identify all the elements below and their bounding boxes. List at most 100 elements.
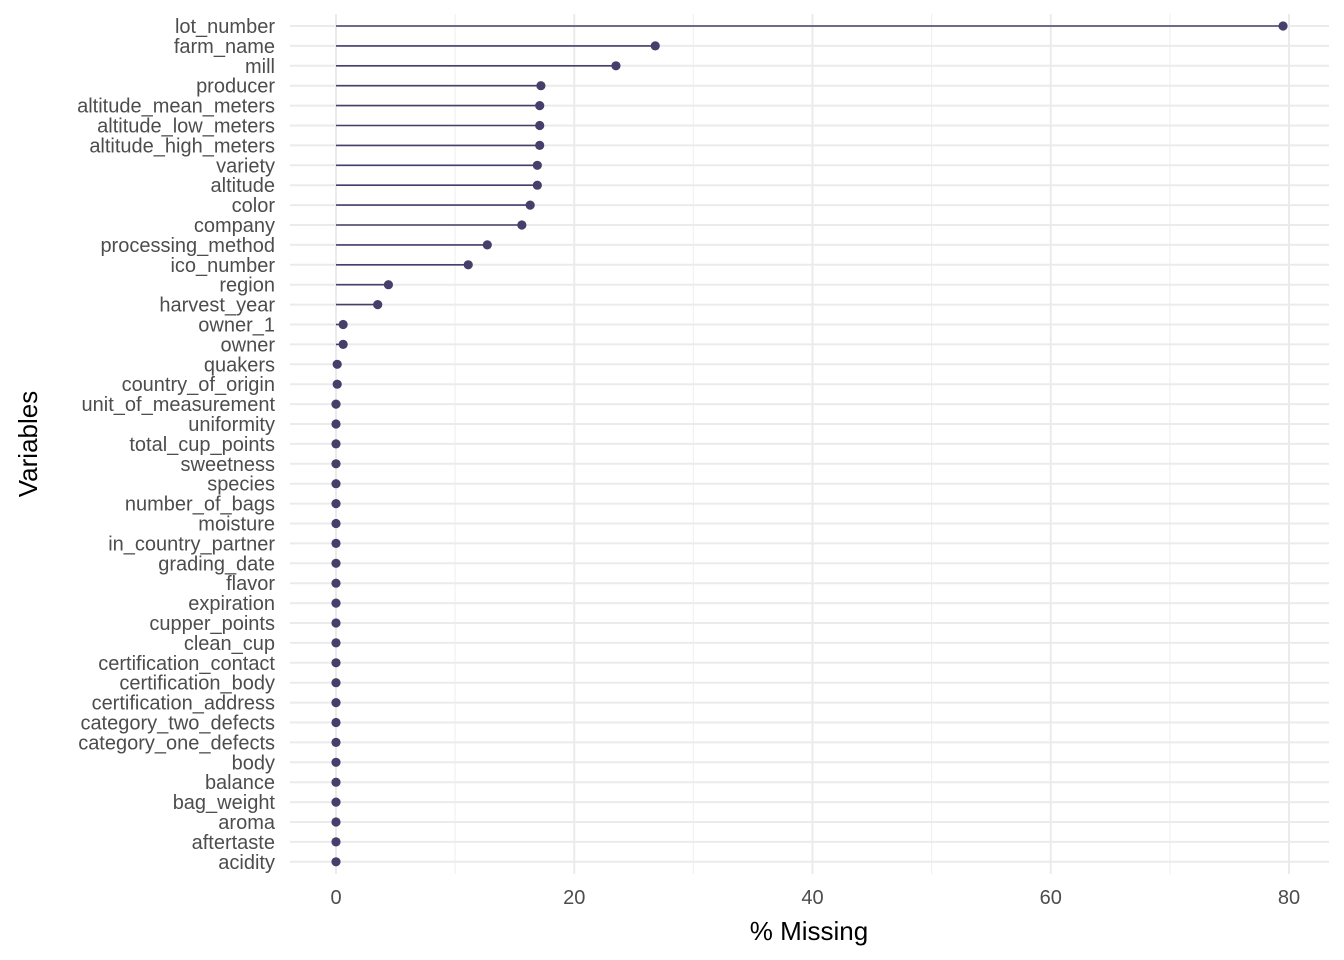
y-tick-label: bag_weight [173, 792, 276, 814]
lollipop-point [331, 419, 341, 429]
lollipop-point [332, 379, 342, 389]
lollipop-point [338, 339, 348, 349]
lollipop-point [331, 638, 341, 648]
lollipop-aroma [331, 817, 341, 827]
lollipop-point [331, 538, 341, 549]
lollipop-point [331, 698, 341, 708]
y-tick-label: harvest_year [159, 295, 275, 317]
lollipop-region [336, 280, 394, 290]
lollipop-color [336, 200, 535, 210]
y-tick-label: sweetness [181, 454, 276, 476]
lollipop-point [535, 101, 545, 111]
lollipop-point [331, 737, 341, 748]
lollipop-producer [336, 81, 546, 91]
y-tick-label: country_of_origin [122, 374, 275, 396]
lollipop-quakers [332, 359, 342, 369]
lollipop-clean-cup [331, 638, 341, 648]
lollipop-certification-body [331, 678, 341, 688]
lollipop-point [535, 140, 545, 150]
lollipop-aftertaste [331, 837, 341, 847]
y-tick-label: category_one_defects [78, 732, 275, 754]
lollipop-owner [336, 339, 348, 349]
y-tick-label: owner_1 [198, 315, 275, 337]
lollipop-marks [331, 21, 1288, 867]
y-tick-label: category_two_defects [80, 713, 275, 735]
lollipop-certification-address [331, 698, 341, 708]
y-tick-label: aroma [218, 812, 276, 834]
lollipop-mill [336, 61, 621, 71]
lollipop-company [336, 220, 527, 230]
lollipop-altitude-low-meters [336, 120, 545, 131]
lollipop-grading-date [331, 558, 341, 568]
lollipop-altitude [336, 180, 542, 190]
y-tick-label: expiration [188, 593, 275, 615]
lollipop-point [482, 240, 492, 250]
lollipop-point [331, 479, 341, 489]
y-tick-label: in_country_partner [108, 533, 275, 555]
y-tick-label: farm_name [174, 36, 275, 58]
lollipop-moisture [331, 518, 341, 529]
lollipop-processing-method [336, 240, 492, 250]
y-tick-label: grading_date [158, 553, 275, 575]
lollipop-point [331, 439, 341, 449]
lollipop-point [331, 518, 341, 529]
lollipop-point [338, 319, 348, 330]
x-tick-label: 40 [801, 887, 823, 909]
y-tick-label: clean_cup [184, 633, 275, 655]
y-tick-label: region [219, 275, 275, 297]
lollipop-species [331, 479, 341, 489]
lollipop-lot-number [336, 21, 1288, 31]
x-tick-label: 80 [1278, 887, 1300, 909]
lollipop-point [331, 578, 341, 588]
y-tick-label: moisture [198, 514, 275, 536]
y-tick-label: cupper_points [149, 613, 275, 635]
x-tick-label: 0 [330, 887, 341, 909]
lollipop-point [383, 280, 394, 290]
lollipop-point [536, 81, 546, 91]
y-tick-label: processing_method [100, 235, 275, 257]
lollipop-point [331, 658, 341, 668]
lollipop-point [650, 41, 660, 51]
lollipop-in-country-partner [331, 538, 341, 549]
x-tick-label: 60 [1040, 887, 1062, 909]
lollipop-flavor [331, 578, 341, 588]
lollipop-point [331, 817, 341, 827]
y-tick-labels: lot_numberfarm_namemillproduceraltitude_… [77, 16, 276, 874]
lollipop-country-of-origin [332, 379, 342, 389]
lollipop-body [331, 757, 341, 767]
y-tick-label: altitude_high_meters [89, 135, 275, 157]
x-axis-title: % Missing [750, 916, 868, 946]
lollipop-point [1278, 21, 1288, 31]
lollipop-number-of-bags [331, 499, 341, 509]
x-tick-labels: 0 20 40 60 80 [330, 887, 1300, 909]
lollipop-point [525, 200, 535, 210]
lollipop-point [331, 499, 341, 509]
lollipop-point [332, 359, 342, 369]
lollipop-point [331, 857, 341, 867]
y-tick-label: producer [196, 76, 275, 98]
y-tick-label: uniformity [188, 414, 275, 436]
lollipop-point [331, 797, 341, 807]
lollipop-point [331, 459, 341, 469]
lollipop-point [331, 757, 341, 767]
y-tick-label: mill [245, 56, 275, 78]
lollipop-variety [336, 160, 542, 170]
lollipop-farm-name [336, 41, 660, 51]
lollipop-point [331, 777, 341, 787]
lollipop-point [532, 160, 542, 170]
lollipop-point [331, 837, 341, 847]
x-tick-label: 20 [563, 887, 585, 909]
lollipop-point [611, 61, 621, 71]
lollipop-point [517, 220, 527, 230]
lollipop-unit-of-measurement [331, 399, 341, 409]
lollipop-point [535, 120, 545, 131]
lollipop-category-one-defects [331, 737, 341, 748]
y-tick-label: total_cup_points [129, 434, 275, 456]
lollipop-point [331, 678, 341, 688]
lollipop-certification-contact [331, 658, 341, 668]
lollipop-point [373, 300, 383, 310]
y-tick-label: altitude_low_meters [97, 116, 275, 138]
y-tick-label: company [194, 215, 275, 237]
lollipop-point [463, 260, 473, 270]
